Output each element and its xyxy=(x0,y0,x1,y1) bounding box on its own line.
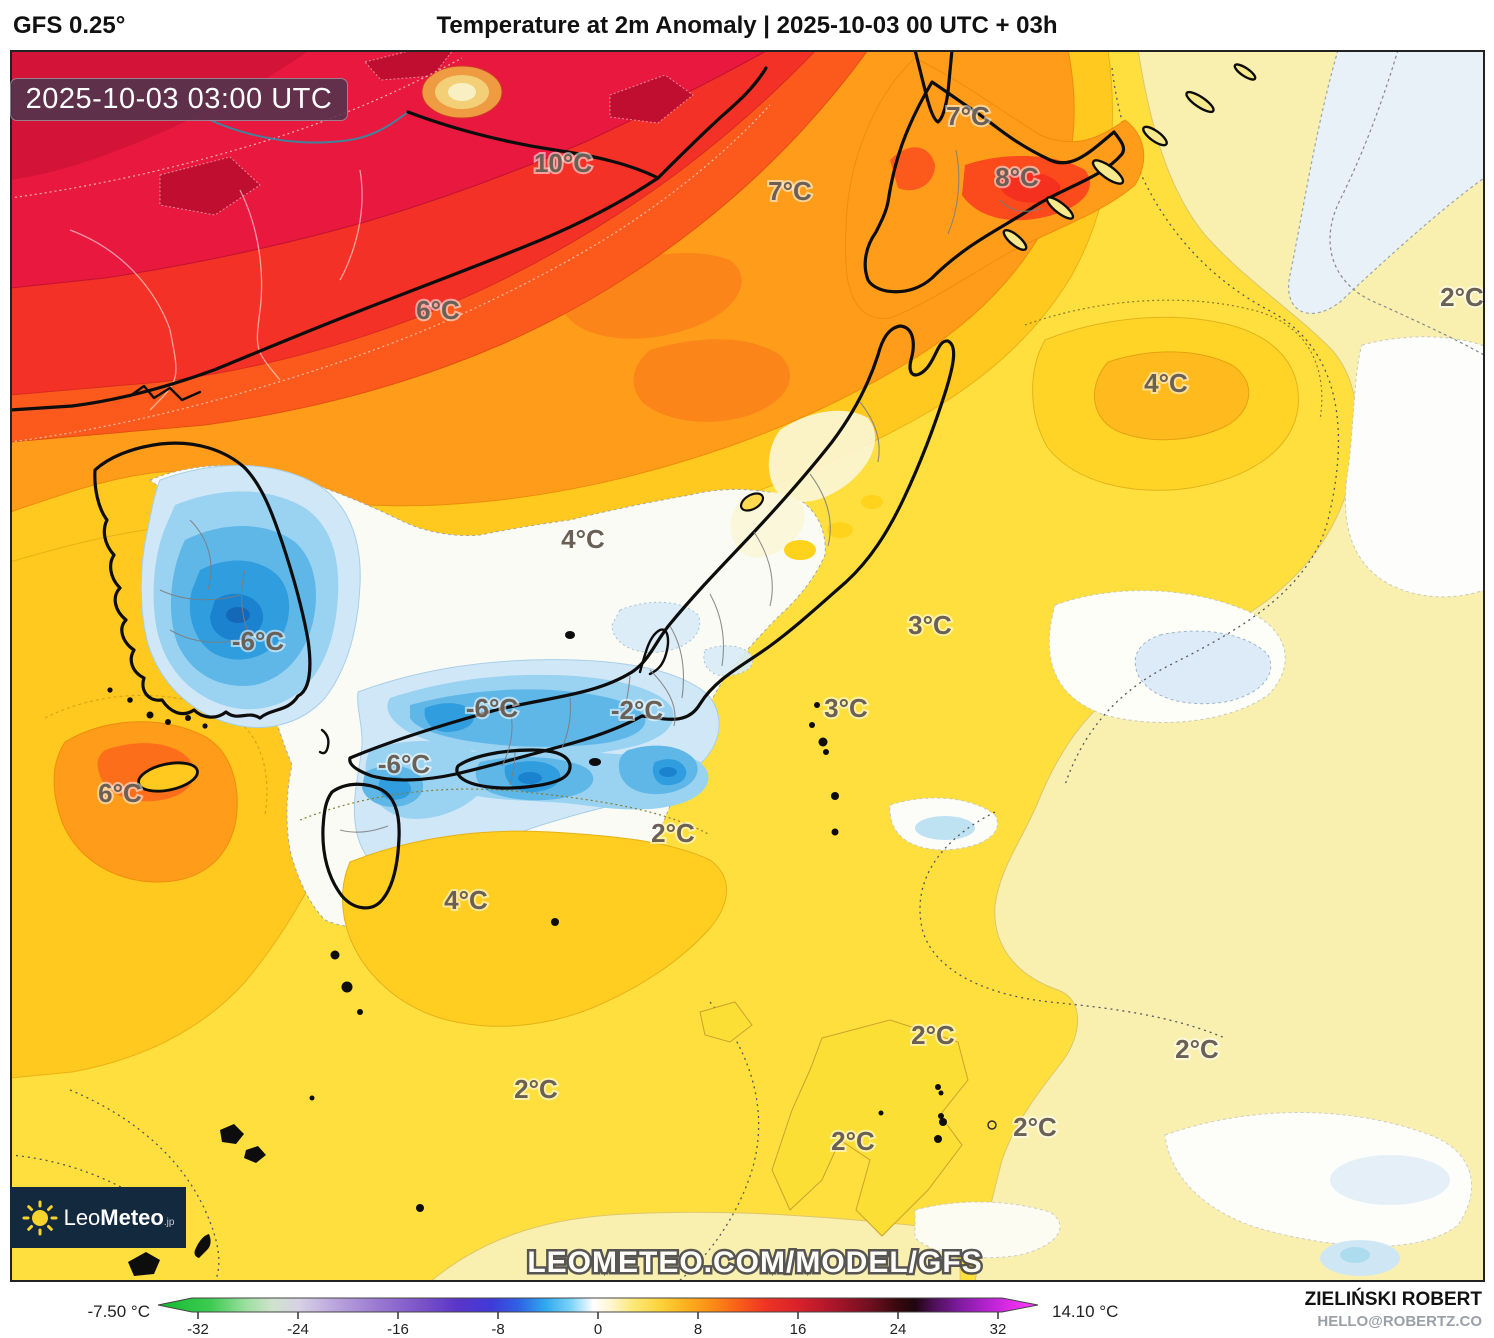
tick-label: 8 xyxy=(694,1321,702,1338)
temp-label: -2°C xyxy=(611,695,664,725)
temperature-labels: 10°C 7°C 7°C 8°C 6°C 2°C 4°C 4°C -6°C 3°… xyxy=(96,99,1485,1158)
temp-label: 8°C xyxy=(995,162,1039,192)
temp-label: 6°C xyxy=(98,778,142,808)
oki-island xyxy=(565,631,575,639)
temp-label: 4°C xyxy=(1144,368,1188,398)
prefecture-borders xyxy=(159,149,1043,833)
model-name: GFS 0.25° xyxy=(13,12,126,39)
attribution-contact: HELLO@ROBERTZ.CO xyxy=(1317,1313,1482,1330)
river-line xyxy=(209,111,409,144)
temp-label: 6°C xyxy=(416,295,460,325)
temp-label: 2°C xyxy=(514,1074,558,1104)
timestamp-overlay: 2025-10-03 03:00 UTC xyxy=(10,78,348,121)
kuril-island xyxy=(1233,63,1257,81)
leometeo-logo: LeoMeteo.jp xyxy=(10,1187,186,1248)
temp-label: 2°C xyxy=(911,1020,955,1050)
coastline-amur xyxy=(406,110,660,180)
coastline-noto xyxy=(638,628,670,676)
temp-label: 4°C xyxy=(444,885,488,915)
jeju-island xyxy=(137,761,199,793)
logo-brand-bold: Meteo xyxy=(100,1204,164,1230)
temp-label: 3°C xyxy=(908,610,952,640)
coastline-primorye xyxy=(10,176,660,412)
logo-brand-suffix: .jp xyxy=(163,1216,175,1228)
tick-label: -32 xyxy=(187,1321,209,1338)
tick-label: 24 xyxy=(890,1321,907,1338)
colorbar-tick-labels: -32 -24 -16 -8 0 8 16 24 32 xyxy=(187,1321,1006,1338)
temp-label: 2°C xyxy=(1013,1112,1057,1142)
tsushima-island xyxy=(318,728,330,755)
colorbar-gradient-bar xyxy=(157,1297,1039,1313)
weather-map-canvas: 10°C 7°C 7°C 8°C 6°C 2°C 4°C 4°C -6°C 3°… xyxy=(10,50,1485,1282)
temp-label: 7°C xyxy=(946,101,990,131)
temp-label: -6°C xyxy=(466,693,519,723)
kuril-island xyxy=(1045,196,1075,220)
anomaly-bottom-gold-jags xyxy=(699,1001,969,1237)
kuril-island xyxy=(1142,125,1168,147)
tick-label: 16 xyxy=(790,1321,807,1338)
awaji-island xyxy=(589,758,601,766)
coastline-sakhalin xyxy=(913,50,954,124)
province-borders xyxy=(69,111,409,411)
coastline-kyushu xyxy=(321,782,401,910)
logo-text: LeoMeteo.jp xyxy=(64,1205,175,1231)
attribution-author: ZIELIŃSKI ROBERT xyxy=(1304,1289,1482,1310)
coastline-korea xyxy=(93,441,312,720)
colorbar-min-label: -7.50 °C xyxy=(87,1302,150,1321)
coastline-honshu xyxy=(348,324,956,782)
tick-label: -24 xyxy=(287,1321,309,1338)
anomaly-south-gold xyxy=(299,788,727,1027)
anomaly-korea-cold-pool xyxy=(140,464,361,728)
temp-label: 3°C xyxy=(824,693,868,723)
weather-map: 10°C 7°C 7°C 8°C 6°C 2°C 4°C 4°C -6°C 3°… xyxy=(10,50,1485,1282)
coastlines xyxy=(10,50,1257,910)
kuril-island xyxy=(1185,90,1215,114)
kuril-island xyxy=(1002,229,1028,251)
tick-label: -8 xyxy=(491,1321,504,1338)
temp-label: 2°C xyxy=(651,818,695,848)
temp-label: 2°C xyxy=(1175,1034,1219,1064)
sado-island xyxy=(739,492,765,512)
colorbar-max-label: 14.10 °C xyxy=(1052,1302,1119,1321)
temp-label: 7°C xyxy=(768,176,812,206)
temp-label: -6°C xyxy=(378,749,431,779)
temp-label: 4°C xyxy=(561,524,605,554)
tick-label: -16 xyxy=(387,1321,409,1338)
coastline-hokkaido xyxy=(863,80,1126,294)
island-mark xyxy=(128,1252,160,1276)
small-islands xyxy=(107,687,997,1276)
anomaly-near-zero-patches xyxy=(889,50,1485,1276)
island-mark xyxy=(194,1234,211,1258)
sun-icon xyxy=(22,1200,58,1235)
coastline-shikoku xyxy=(455,748,572,790)
map-frame xyxy=(10,50,1485,1282)
tick-label: 0 xyxy=(594,1321,602,1338)
logo-brand-light: Leo xyxy=(63,1204,101,1230)
tick-label: 32 xyxy=(990,1321,1007,1338)
temp-label: 10°C xyxy=(534,148,592,178)
colorbar-ticks xyxy=(197,1312,999,1319)
temp-label: 2°C xyxy=(1440,282,1484,312)
temp-label: -6°C xyxy=(232,626,285,656)
colorbar: -32 -24 -16 -8 0 8 16 24 32 xyxy=(157,1297,1039,1338)
kuril-island xyxy=(1091,159,1125,185)
watermark: LEOMETEO.COM/MODEL/GFS xyxy=(527,1246,982,1279)
temp-label: 2°C xyxy=(831,1126,875,1156)
page-title: Temperature at 2m Anomaly | 2025-10-03 0… xyxy=(436,12,1058,39)
